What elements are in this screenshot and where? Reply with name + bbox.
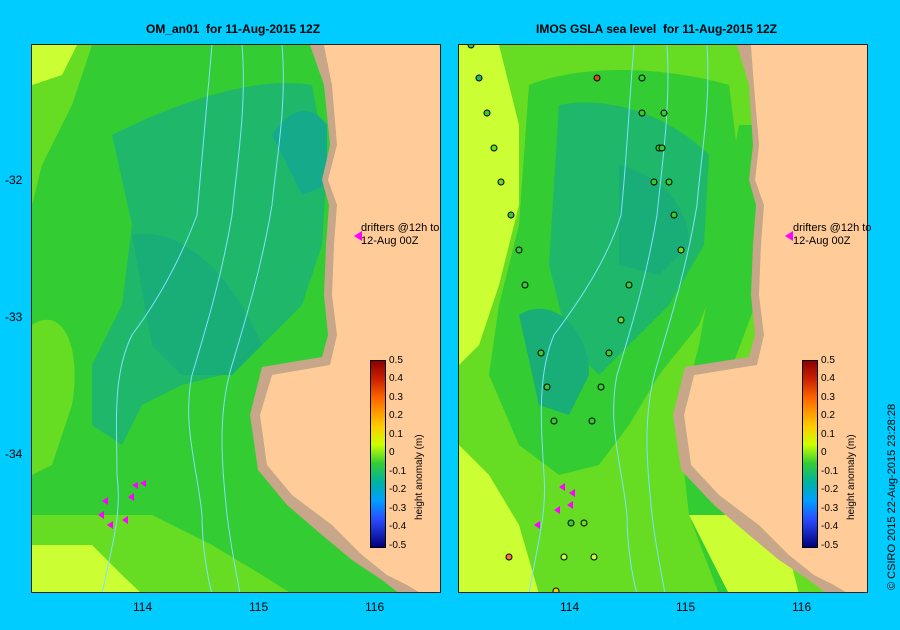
- copyright-stamp: © CSIRO 2015 22-Aug-2015 23:28:28: [886, 403, 898, 590]
- left-cbar-label: 0.3: [389, 392, 403, 403]
- right-cbar-label: -0.3: [821, 503, 839, 514]
- left-cbar-label: 0.4: [389, 373, 403, 384]
- left-cbar-label: -0.1: [389, 466, 407, 477]
- right-cbar-label: 0.1: [821, 429, 835, 440]
- right-panel-title: IMOS GSLA sea level for 11-Aug-2015 12Z: [536, 22, 777, 36]
- left-map-field: [32, 45, 440, 592]
- right-cbar-label: -0.1: [821, 466, 839, 477]
- left-lat-tick-34: -34: [5, 447, 23, 461]
- left-cbar-label: 0: [389, 447, 395, 458]
- drifter-markers: [98, 480, 146, 529]
- right-map: [458, 44, 868, 593]
- left-lat-tick-32: -32: [5, 173, 23, 187]
- right-cbar-label: 0: [821, 447, 827, 458]
- left-map: [31, 44, 441, 593]
- left-lat-tick-33: -33: [5, 310, 23, 324]
- right-lon-tick-115: 115: [676, 600, 696, 614]
- right-colorbar-title: height anomaly (m): [846, 434, 857, 520]
- right-cbar-label: -0.2: [821, 484, 839, 495]
- altimeter-track-points: [467, 45, 685, 592]
- drifter-legend-marker: [354, 231, 362, 241]
- left-cbar-label: -0.4: [389, 521, 407, 532]
- right-colorbar: [802, 360, 818, 548]
- left-colorbar: [370, 360, 386, 548]
- left-cbar-label: -0.5: [389, 540, 407, 551]
- right-cbar-label: 0.2: [821, 410, 835, 421]
- left-drifter-note: drifters @12h to 12-Aug 00Z: [361, 222, 440, 247]
- right-drifter-note: drifters @12h to 12-Aug 00Z: [793, 222, 872, 247]
- left-lon-tick-116: 116: [365, 600, 385, 614]
- left-colorbar-title: height anomaly (m): [414, 434, 425, 520]
- right-cbar-label: 0.4: [821, 373, 835, 384]
- left-lon-tick-115: 115: [249, 600, 269, 614]
- right-cbar-label: 0.3: [821, 392, 835, 403]
- left-cbar-label: -0.2: [389, 484, 407, 495]
- right-cbar-label: -0.5: [821, 540, 839, 551]
- right-map-field: [459, 45, 867, 592]
- right-cbar-label: -0.4: [821, 521, 839, 532]
- right-lon-tick-114: 114: [560, 600, 580, 614]
- drifter-markers: [534, 483, 575, 529]
- left-cbar-label: 0.2: [389, 410, 403, 421]
- left-cbar-label: 0.1: [389, 429, 403, 440]
- left-cbar-label: -0.3: [389, 503, 407, 514]
- right-lon-tick-116: 116: [792, 600, 812, 614]
- left-lon-tick-114: 114: [133, 600, 153, 614]
- drifter-legend-marker: [785, 231, 793, 241]
- left-panel-title: OM_an01 for 11-Aug-2015 12Z: [146, 22, 321, 36]
- left-cbar-label: 0.5: [389, 355, 403, 366]
- right-cbar-label: 0.5: [821, 355, 835, 366]
